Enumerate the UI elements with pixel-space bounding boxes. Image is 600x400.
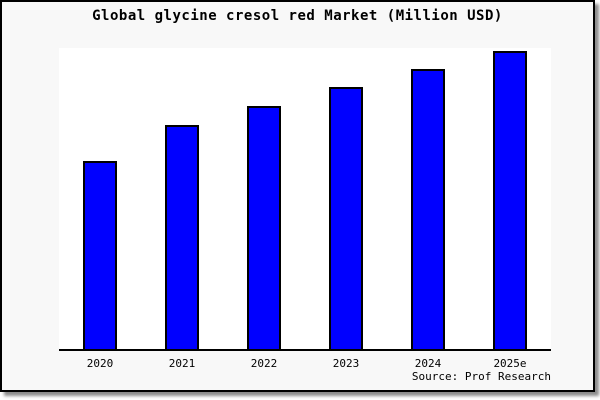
bar-slot <box>59 48 141 349</box>
bar-2021 <box>165 125 199 349</box>
x-tick-label-2024: 2024 <box>414 357 442 370</box>
x-tick-label-2021: 2021 <box>168 357 196 370</box>
bar-2024 <box>411 69 445 349</box>
x-tick-label-2020: 2020 <box>86 357 114 370</box>
bar-2022 <box>247 106 281 349</box>
chart-title: Global glycine cresol red Market (Millio… <box>92 8 503 24</box>
x-axis-labels: 2020 2021 2022 2023 2024 2025e <box>59 357 551 370</box>
plot-area <box>59 48 551 351</box>
bar-slot <box>387 48 469 349</box>
bar-slot <box>305 48 387 349</box>
bar-2025e <box>493 51 527 349</box>
bar-2023 <box>329 87 363 349</box>
bar-slot <box>141 48 223 349</box>
x-tick-label-2025e: 2025e <box>493 357 527 370</box>
x-tick-label-2023: 2023 <box>332 357 360 370</box>
bar-slot <box>469 48 551 349</box>
source-caption: Source: Prof Research <box>411 370 551 383</box>
chart-card: Global glycine cresol red Market (Millio… <box>0 0 595 392</box>
bar-slot <box>223 48 305 349</box>
bar-2020 <box>83 161 117 349</box>
x-tick-label-2022: 2022 <box>250 357 278 370</box>
